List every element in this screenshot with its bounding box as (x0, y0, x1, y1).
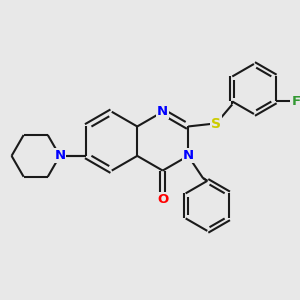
Text: S: S (211, 116, 221, 130)
Text: N: N (157, 105, 168, 118)
Text: N: N (183, 149, 194, 162)
Text: N: N (54, 149, 65, 162)
Text: F: F (292, 95, 300, 108)
Text: O: O (157, 194, 168, 206)
